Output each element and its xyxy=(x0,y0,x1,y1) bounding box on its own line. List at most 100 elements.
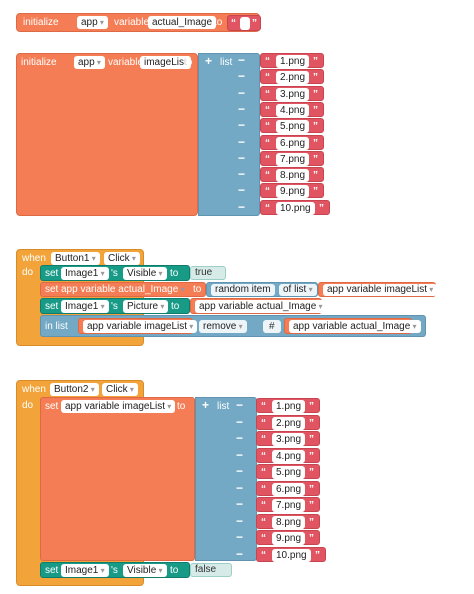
component-dropdown[interactable]: Button2 xyxy=(50,383,99,396)
set-image1-visible-block[interactable]: set Image1 's Visible to xyxy=(40,265,190,281)
remove-item-icon[interactable]: − xyxy=(236,464,244,478)
remove-item-icon[interactable]: − xyxy=(238,85,246,100)
text-block[interactable]: “ 3.png” xyxy=(260,85,324,101)
text-value[interactable]: 8.png xyxy=(276,169,310,183)
text-block[interactable]: “ 6.png” xyxy=(256,480,320,496)
remove-item-icon[interactable]: − xyxy=(238,69,246,84)
remove-item-icon[interactable]: − xyxy=(236,530,244,544)
true-block[interactable]: true xyxy=(190,266,226,280)
property-dropdown[interactable]: Visible xyxy=(123,267,167,280)
text-value[interactable]: 3.png xyxy=(276,87,310,101)
empty-text-value[interactable] xyxy=(240,17,250,30)
text-block[interactable]: “ 8.png” xyxy=(256,513,320,529)
event-dropdown[interactable]: Click xyxy=(102,383,138,396)
variable-name-field[interactable]: imageList xyxy=(140,56,191,69)
text-value[interactable]: 10.png xyxy=(272,548,311,562)
component-dropdown[interactable]: Image1 xyxy=(61,564,109,577)
text-block[interactable]: “ 7.png” xyxy=(256,497,320,512)
variable-dropdown[interactable]: app variable imageList xyxy=(83,320,198,333)
remove-item-icon[interactable]: − xyxy=(238,101,246,116)
variable-dropdown[interactable]: app variable actual_Image xyxy=(289,320,421,333)
variable-dropdown[interactable]: app variable imageList xyxy=(323,284,438,296)
text-value[interactable]: 7.png xyxy=(276,152,310,166)
text-value[interactable]: 9.png xyxy=(276,185,310,199)
text-value[interactable]: 8.png xyxy=(272,515,306,529)
remove-item-icon[interactable]: − xyxy=(236,546,244,561)
text-block[interactable]: “ 1.png” xyxy=(260,53,324,68)
text-value[interactable]: 3.png xyxy=(272,433,306,446)
random-item-block[interactable]: random item of list xyxy=(206,282,318,297)
remove-item-icon[interactable]: − xyxy=(236,480,244,495)
property-dropdown[interactable]: Visible xyxy=(123,564,167,577)
text-block[interactable]: “ 10.png ” xyxy=(256,546,326,562)
remove-item-icon[interactable]: − xyxy=(236,431,244,445)
variable-dropdown[interactable]: app variable imageList xyxy=(61,400,176,413)
text-block[interactable]: “ 2.png” xyxy=(256,414,320,430)
event-dropdown[interactable]: Click xyxy=(104,252,140,265)
init-image-list-block[interactable]: initialize app variable imageList to xyxy=(16,53,198,216)
remove-item-icon[interactable]: − xyxy=(238,134,246,149)
component-dropdown[interactable]: Image1 xyxy=(61,267,109,280)
plus-icon[interactable]: + xyxy=(205,54,213,68)
remove-item-icon[interactable]: − xyxy=(238,199,246,214)
property-dropdown[interactable]: Picture xyxy=(123,300,169,313)
text-value[interactable]: 5.png xyxy=(276,120,310,134)
remove-item-icon[interactable]: − xyxy=(238,150,246,165)
make-list-block[interactable]: + list xyxy=(198,53,260,216)
make-list-block[interactable]: + list xyxy=(195,397,257,561)
set-image1-picture-block[interactable]: set Image1 's Picture to xyxy=(40,298,190,314)
get-image-list-block[interactable]: app variable imageList xyxy=(78,318,198,334)
text-block[interactable]: “ 10.png ” xyxy=(260,199,330,215)
scope-dropdown[interactable]: app xyxy=(77,16,108,29)
set-image1-visible-block[interactable]: set Image1 's Visible to xyxy=(40,562,190,578)
text-block[interactable]: “ 4.png” xyxy=(256,447,320,463)
component-dropdown[interactable]: Image1 xyxy=(61,300,109,313)
text-value[interactable]: 2.png xyxy=(272,416,306,430)
remove-item-icon[interactable]: − xyxy=(238,167,246,182)
of-list-dropdown[interactable]: of list xyxy=(279,284,317,296)
text-value[interactable]: 5.png xyxy=(272,466,306,479)
text-block[interactable]: “ 1.png” xyxy=(256,398,320,413)
text-block[interactable]: “ 9.png” xyxy=(260,183,324,199)
variable-dropdown[interactable]: app variable actual_Image xyxy=(195,300,327,313)
empty-text-block[interactable]: “ ” xyxy=(227,15,261,31)
text-value[interactable]: 4.png xyxy=(272,449,306,463)
text-block[interactable]: “ 9.png” xyxy=(256,530,320,545)
text-block[interactable]: “ 3.png” xyxy=(256,431,320,446)
text-value[interactable]: 10.png xyxy=(276,201,315,215)
text-value[interactable]: 6.png xyxy=(272,482,306,496)
remove-item-icon[interactable]: − xyxy=(238,118,246,133)
text-block[interactable]: “ 5.png” xyxy=(256,464,320,479)
text-value[interactable]: 2.png xyxy=(276,71,310,85)
remove-item-icon[interactable]: − xyxy=(236,414,244,429)
remove-item-icon[interactable]: − xyxy=(236,497,244,511)
text-value[interactable]: 4.png xyxy=(276,103,310,117)
text-value[interactable]: 6.png xyxy=(276,136,310,150)
get-actual-image-block[interactable]: app variable actual_Image xyxy=(284,318,421,334)
false-block[interactable]: false xyxy=(190,563,232,577)
get-image-list-block[interactable]: app variable imageList xyxy=(318,282,438,297)
text-block[interactable]: “ 5.png” xyxy=(260,118,324,134)
action-dropdown[interactable]: remove xyxy=(199,320,247,333)
set-image-list-block[interactable]: set app variable imageList to xyxy=(40,397,195,561)
remove-item-icon[interactable]: − xyxy=(236,447,244,462)
set-actual-image-block[interactable]: set app variable actual_Image to xyxy=(40,282,206,297)
scope-dropdown[interactable]: app xyxy=(74,56,105,69)
text-value[interactable]: 1.png xyxy=(272,400,306,413)
text-block[interactable]: “ 6.png” xyxy=(260,134,324,150)
variable-dropdown[interactable]: app variable actual_Image xyxy=(61,284,185,296)
variable-name-field[interactable]: actual_Image xyxy=(148,16,217,29)
remove-item-icon[interactable]: − xyxy=(236,398,244,412)
text-block[interactable]: “ 2.png” xyxy=(260,69,324,85)
text-block[interactable]: “ 8.png” xyxy=(260,167,324,183)
text-value[interactable]: 9.png xyxy=(272,532,306,545)
text-value[interactable]: 1.png xyxy=(276,55,310,68)
plus-icon[interactable]: + xyxy=(202,398,210,412)
text-value[interactable]: 7.png xyxy=(272,499,306,512)
component-dropdown[interactable]: Button1 xyxy=(51,252,100,265)
text-block[interactable]: “ 7.png” xyxy=(260,150,324,166)
remove-item-icon[interactable]: − xyxy=(238,53,246,67)
init-actual-image-block[interactable]: initialize app variable actual_Image to … xyxy=(16,13,261,32)
text-block[interactable]: “ 4.png” xyxy=(260,101,324,117)
remove-item-icon[interactable]: − xyxy=(236,513,244,528)
